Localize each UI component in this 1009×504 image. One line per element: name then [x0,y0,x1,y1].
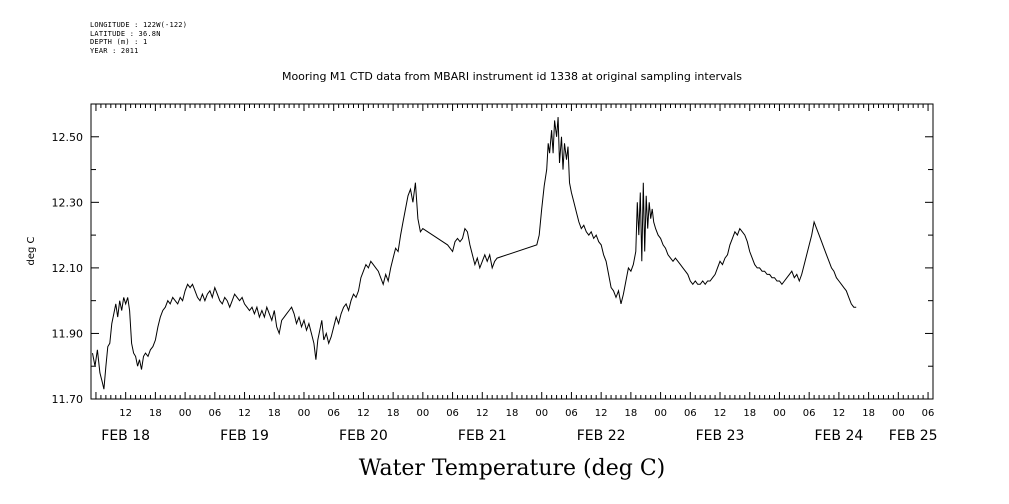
x-day-label: FEB 25 [889,428,938,444]
x-day-label: FEB 19 [220,428,269,444]
x-tick-label: 06 [803,408,816,419]
x-tick-label: 12 [476,408,489,419]
x-tick-label: 12 [595,408,608,419]
chart-title: Mooring M1 CTD data from MBARI instrumen… [282,70,742,83]
x-tick-label: 00 [298,408,311,419]
ticks-layer [90,103,934,400]
metadata-block: LONGITUDE : 122W(-122) LATITUDE : 36.8N … [90,21,187,55]
x-tick-label: 06 [208,408,221,419]
x-tick-label: 18 [862,408,875,419]
x-day-label: FEB 20 [339,428,388,444]
series-line [92,117,857,390]
metadata-latitude: LATITUDE : 36.8N [90,29,161,38]
labels-layer: 12 18 00 06 12 18 00 06 12 18 00 06 12 18 00 06 12 18 00 06… [52,131,938,444]
x-tick-label: 00 [773,408,786,419]
x-tick-label: 06 [684,408,697,419]
x-tick-label: 06 [922,408,935,419]
x-tick-label: 00 [892,408,905,419]
x-tick-label: 18 [149,408,162,419]
x-tick-label: 18 [268,408,281,419]
y-tick-label: 12.10 [52,262,84,275]
x-tick-label: 00 [179,408,192,419]
x-tick-label: 18 [625,408,638,419]
y-tick-label: 11.70 [52,393,84,406]
x-tick-label: 18 [387,408,400,419]
x-tick-label: 06 [565,408,578,419]
plot-frame [90,103,934,400]
metadata-year: YEAR : 2011 [90,46,139,55]
y-tick-label: 12.30 [52,196,84,209]
x-axis-label: Water Temperature (deg C) [359,456,666,481]
x-tick-label: 06 [327,408,340,419]
x-tick-label: 12 [833,408,846,419]
x-day-label: FEB 18 [101,428,150,444]
x-day-label: FEB 23 [696,428,745,444]
y-axis-label: deg C [26,236,37,265]
x-tick-label: 06 [446,408,459,419]
x-tick-label: 12 [714,408,727,419]
x-tick-label: 12 [357,408,370,419]
x-day-label: FEB 22 [577,428,626,444]
y-tick-label: 12.50 [52,131,84,144]
x-tick-label: 00 [654,408,667,419]
x-tick-label: 00 [535,408,548,419]
metadata-longitude: LONGITUDE : 122W(-122) [90,21,188,29]
y-tick-label: 11.90 [52,327,84,340]
x-tick-label: 18 [743,408,756,419]
x-tick-label: 00 [416,408,429,419]
x-tick-label: 12 [238,408,251,419]
x-day-label: FEB 21 [458,428,507,444]
x-day-label: FEB 24 [815,428,864,444]
metadata-depth: DEPTH (m) : 1 [90,38,148,46]
x-tick-label: 18 [506,408,519,419]
x-tick-label: 12 [119,408,132,419]
